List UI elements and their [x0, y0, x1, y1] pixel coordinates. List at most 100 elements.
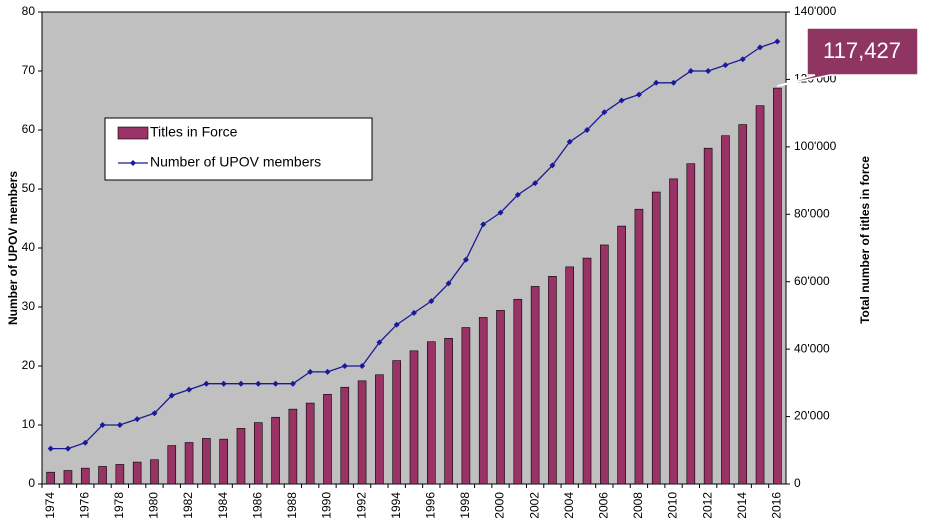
x-tick-label: 2012 [700, 492, 714, 519]
bar [253, 422, 263, 485]
bar [357, 380, 367, 485]
bar [305, 402, 315, 485]
y-tick-label: 50 [22, 181, 36, 195]
x-tick-label: 1978 [112, 492, 126, 519]
x-tick-label: 2006 [596, 492, 610, 519]
line-marker [186, 386, 193, 393]
line-marker [705, 68, 712, 74]
bar [236, 428, 246, 485]
y-axis-label: Number of UPOV members [6, 171, 20, 325]
bar [63, 470, 73, 485]
x-tick-label: 1982 [181, 492, 195, 519]
bar [773, 87, 782, 485]
line-marker [739, 56, 746, 63]
bar [478, 317, 488, 485]
bar [288, 408, 298, 485]
line-marker [237, 380, 244, 387]
line-marker [497, 209, 504, 216]
line-marker [255, 380, 262, 387]
x-tick-label: 1980 [147, 492, 161, 519]
line-marker [722, 62, 729, 69]
line-marker [549, 162, 556, 169]
line-marker [220, 380, 227, 387]
bar [375, 374, 384, 485]
line-marker [151, 410, 158, 417]
bar [651, 191, 661, 485]
bar [617, 225, 626, 485]
bar [80, 467, 90, 485]
bar [565, 266, 575, 485]
x-tick-label: 1984 [216, 492, 230, 519]
x-tick-label: 2010 [666, 492, 680, 519]
bar [150, 459, 159, 485]
line-marker [445, 280, 452, 287]
bar [513, 298, 523, 485]
bar [184, 442, 194, 485]
bar [600, 244, 609, 485]
line-marker [566, 138, 573, 145]
line-marker [289, 380, 296, 387]
y-tick-label: 30 [22, 299, 36, 313]
x-tick-label: 2004 [562, 492, 576, 519]
line-marker [359, 363, 366, 369]
line-marker [168, 392, 175, 399]
bar [496, 310, 505, 485]
y2-axis-label: Total number of titles in force [858, 156, 872, 324]
line-marker [774, 38, 781, 45]
legend-box [104, 117, 373, 181]
line-marker [64, 445, 71, 452]
y-tick-label: 40 [22, 240, 36, 254]
data-label: 117,427 [823, 38, 901, 63]
x-tick-label: 2002 [527, 492, 541, 519]
bar [738, 124, 748, 485]
x-tick-label: 1994 [389, 492, 403, 519]
bar [703, 147, 713, 485]
line-marker [341, 363, 348, 369]
bar [167, 445, 177, 485]
bar [340, 386, 350, 485]
y2-tick-label: 60'000 [794, 274, 830, 288]
y-tick-label: 10 [22, 417, 36, 431]
y-tick-label: 80 [22, 4, 36, 18]
bar [721, 135, 730, 485]
line-marker [514, 191, 521, 198]
legend-label: Titles in Force [150, 124, 238, 140]
x-tick-label: 1990 [320, 492, 334, 519]
y2-tick-label: 140'000 [794, 4, 837, 18]
y-tick-label: 70 [22, 63, 36, 77]
line-marker [376, 339, 383, 346]
bar [409, 350, 419, 485]
x-tick-label: 1996 [423, 492, 437, 519]
line-marker [601, 109, 608, 116]
bar [427, 341, 436, 485]
y2-tick-label: 20'000 [794, 409, 830, 423]
line-marker [670, 79, 677, 86]
line-marker [653, 79, 660, 86]
x-tick-label: 2016 [770, 492, 784, 519]
bar [669, 178, 678, 485]
line-marker [203, 380, 210, 387]
line-marker [462, 256, 469, 263]
bar [548, 276, 557, 485]
legend-label: Number of UPOV members [150, 154, 321, 170]
bar [115, 464, 125, 485]
bar [323, 394, 332, 485]
bar [755, 105, 765, 485]
bar [634, 208, 644, 485]
line-marker [82, 439, 89, 446]
bar [461, 327, 471, 485]
line-marker [428, 298, 435, 305]
bar [132, 461, 142, 485]
x-tick-label: 2000 [493, 492, 507, 519]
bar [202, 438, 211, 485]
bar [444, 338, 453, 485]
callout-box [777, 27, 919, 87]
line-marker [757, 44, 764, 51]
bar [582, 257, 592, 485]
bar [46, 471, 55, 485]
x-tick-label: 2008 [631, 492, 645, 519]
bar [392, 360, 401, 485]
line-marker [99, 422, 106, 428]
y2-tick-label: 80'000 [794, 206, 830, 220]
